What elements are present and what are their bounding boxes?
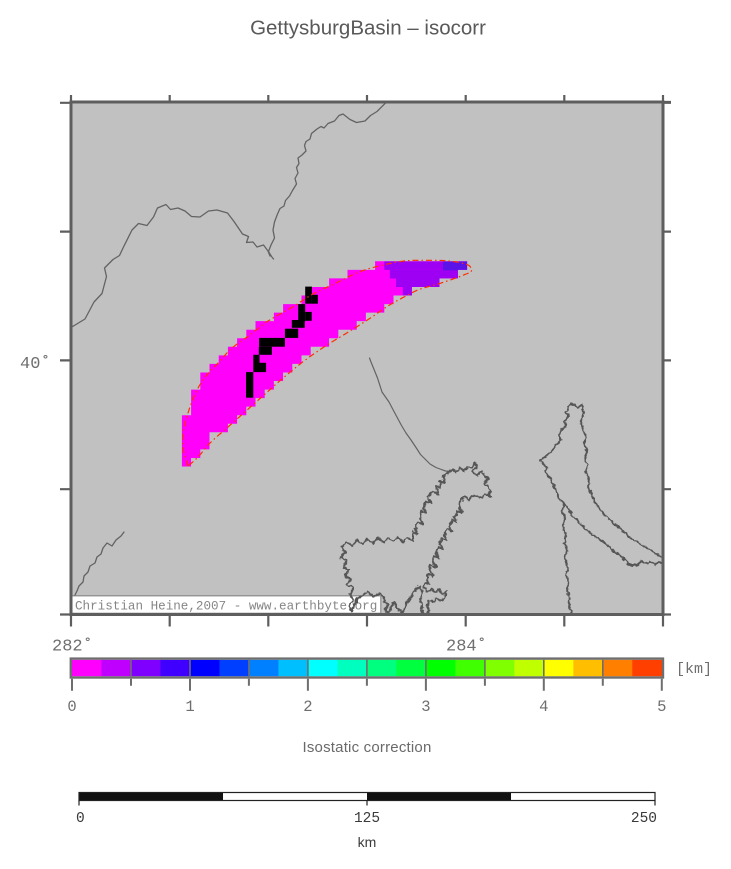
svg-text:2: 2: [303, 698, 312, 716]
svg-text:Christian Heine,2007 - www.ear: Christian Heine,2007 - www.earthbyte.org: [75, 600, 377, 614]
svg-text:GettysburgBasin – isocorr: GettysburgBasin – isocorr: [250, 17, 486, 40]
svg-text:Isostatic correction: Isostatic correction: [302, 739, 431, 756]
svg-text:250: 250: [631, 811, 657, 827]
svg-text:5: 5: [657, 698, 666, 716]
svg-text:125: 125: [354, 811, 380, 827]
svg-text:4: 4: [539, 698, 548, 716]
svg-text:284˚: 284˚: [446, 638, 487, 657]
svg-text:1: 1: [185, 698, 194, 716]
svg-text:km: km: [358, 834, 377, 850]
svg-text:0: 0: [76, 811, 85, 827]
svg-text:282˚: 282˚: [52, 638, 93, 657]
svg-text:3: 3: [421, 698, 430, 716]
svg-text:0: 0: [67, 698, 76, 716]
svg-text:[km]: [km]: [676, 661, 712, 678]
svg-text:40˚: 40˚: [20, 355, 51, 374]
